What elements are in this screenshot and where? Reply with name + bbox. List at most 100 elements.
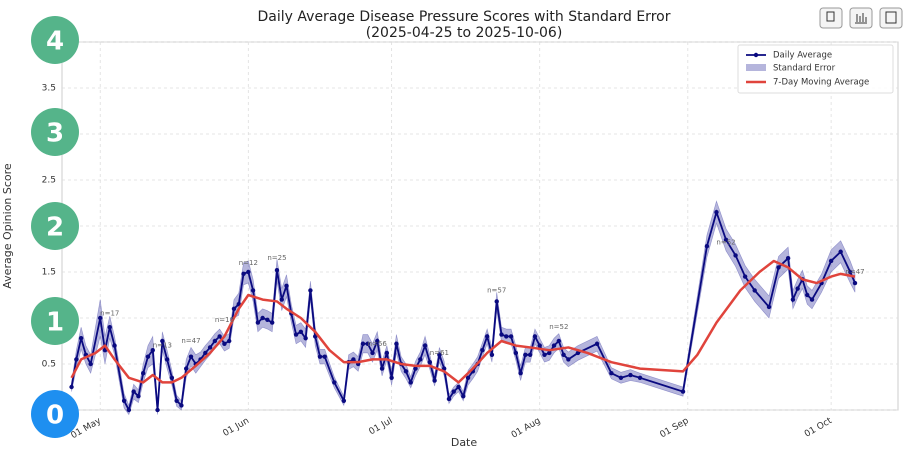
daily-point: [704, 244, 710, 249]
daily-point: [269, 320, 275, 325]
daily-point: [766, 304, 772, 310]
daily-point: [742, 274, 748, 279]
badge-circle: [31, 202, 79, 250]
daily-point: [303, 336, 308, 341]
y-tick-label: 2.5: [42, 176, 56, 186]
daily-point: [121, 398, 127, 403]
daily-point: [637, 375, 643, 380]
daily-point: [480, 348, 485, 353]
copy-icon: [826, 11, 835, 22]
daily-point: [461, 394, 466, 399]
daily-point: [293, 332, 299, 337]
daily-point: [169, 375, 175, 380]
daily-point: [494, 299, 499, 304]
daily-point: [618, 375, 624, 380]
score-badge: 4: [31, 16, 79, 64]
daily-point: [155, 407, 160, 413]
y-axis-label: Average Opinion Score: [1, 163, 14, 289]
save-icon: [885, 11, 897, 24]
daily-point: [795, 286, 800, 291]
daily-point: [451, 389, 456, 394]
daily-point: [848, 269, 853, 275]
sample-size-label: n=56: [368, 340, 388, 348]
badge-label: 3: [46, 119, 64, 149]
daily-line: [70, 209, 856, 413]
daily-point: [403, 369, 409, 374]
sample-size-label: n=47: [181, 337, 200, 345]
daily-point: [723, 237, 729, 242]
moving-average-line: [70, 259, 856, 384]
daily-point: [351, 357, 356, 362]
badge-circle: [31, 108, 79, 156]
daily-point: [499, 332, 504, 337]
daily-point: [809, 297, 815, 302]
sample-size-label: n=13: [153, 342, 172, 350]
daily-point: [547, 350, 552, 356]
save-button[interactable]: [879, 7, 903, 29]
daily-point: [408, 380, 413, 385]
daily-point: [389, 375, 394, 380]
daily-point: [274, 267, 280, 273]
legend: Daily Average Standard Error 7-Day Moving …: [737, 44, 894, 94]
daily-point: [188, 354, 194, 359]
daily-point: [174, 398, 179, 403]
daily-point: [456, 384, 461, 390]
daily-point: [317, 354, 323, 359]
daily-point: [418, 357, 423, 362]
daily-point: [184, 366, 189, 371]
error-band: [71, 200, 856, 416]
daily-point: [279, 297, 284, 302]
x-tick-label: 01 Oct: [803, 416, 834, 440]
daily-point: [437, 352, 442, 357]
daily-point: [776, 265, 781, 270]
daily-point: [98, 315, 103, 321]
daily-point: [332, 380, 337, 385]
score-badge: 2: [31, 202, 79, 250]
score-badge: 1: [31, 297, 79, 345]
daily-point: [489, 352, 495, 357]
daily-point: [298, 329, 304, 334]
daily-point: [265, 317, 270, 323]
daily-point: [513, 350, 519, 356]
daily-point: [394, 341, 399, 346]
sample-size-label: n=57: [487, 286, 506, 294]
daily-point: [379, 366, 385, 371]
daily-point: [179, 403, 184, 408]
sample-size-label: n=52: [549, 323, 568, 331]
daily-point: [141, 371, 146, 376]
chart-subtitle: (2025-04-25 to 2025-10-06): [366, 25, 563, 41]
daily-point: [246, 269, 251, 275]
badge-circle: [31, 390, 79, 438]
daily-point: [518, 371, 523, 376]
daily-point: [126, 407, 132, 413]
daily-point: [203, 350, 208, 356]
score-badge: 3: [31, 108, 79, 156]
daily-point: [680, 389, 686, 394]
score-badge: 0: [31, 390, 79, 438]
daily-point: [575, 350, 581, 356]
daily-point: [566, 357, 571, 362]
daily-point: [714, 210, 719, 215]
daily-point: [427, 359, 433, 365]
copy-button[interactable]: [819, 7, 843, 29]
badge-label: 2: [46, 213, 64, 243]
y-tick-label: 1.5: [42, 268, 56, 278]
y-tick-label: 0.5: [42, 360, 56, 370]
sample-size-label: n=10: [215, 316, 234, 324]
daily-point: [828, 258, 834, 264]
legend-label: 7-Day Moving Average: [773, 78, 869, 88]
daily-point: [231, 306, 237, 311]
daily-point: [255, 320, 261, 325]
daily-point: [78, 336, 84, 341]
daily-point: [136, 394, 141, 399]
y-tick-label: 3.5: [42, 84, 56, 94]
toolbar: [819, 7, 903, 29]
daily-point: [508, 334, 514, 339]
daily-point: [107, 325, 112, 330]
daily-point: [384, 350, 390, 356]
x-axis-label: Date: [451, 436, 478, 449]
chart-button[interactable]: [849, 7, 873, 29]
daily-point: [805, 292, 810, 298]
x-tick-label: 01 Sep: [658, 416, 690, 440]
